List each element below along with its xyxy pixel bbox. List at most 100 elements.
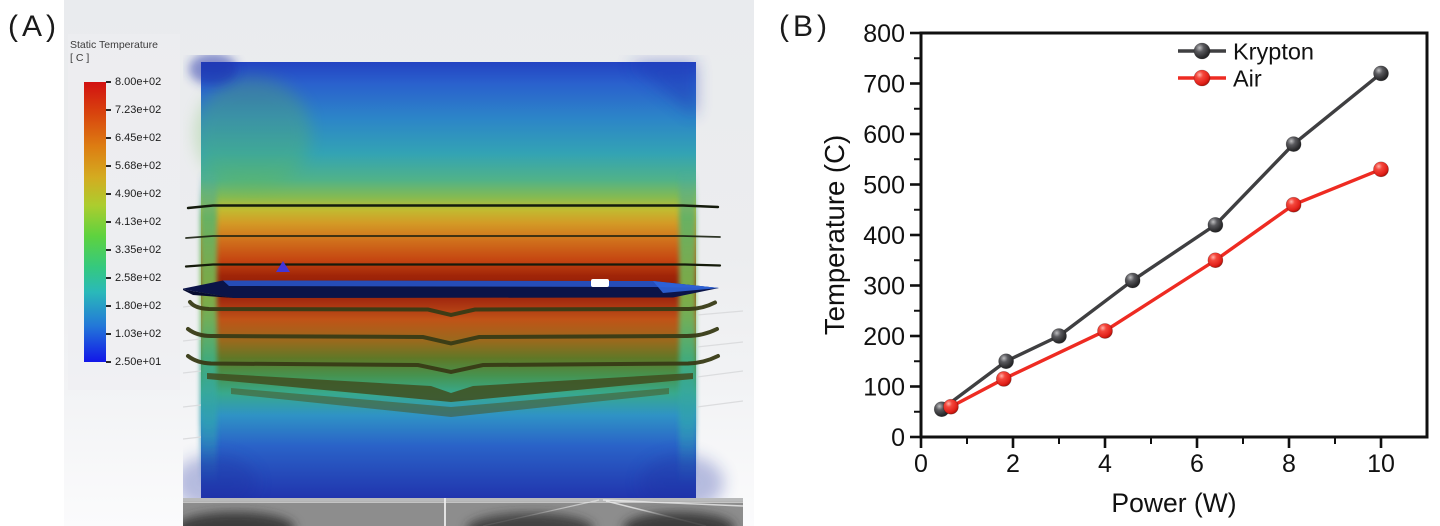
cfd-legend-units: [ C ] [70, 52, 90, 64]
legend-label: Krypton [1233, 39, 1314, 65]
fin-2 [186, 327, 719, 346]
data-series [933, 65, 1389, 418]
colorbar-tick-row: 4.90e+02 [106, 187, 161, 201]
shelf-line-2 [185, 235, 721, 239]
colorbar-tick-mark [106, 137, 111, 139]
temperature-chart: 0 2 4 6 8 10 0 100 200 300 400 500 600 700 800 Power … [819, 20, 1429, 518]
colorbar-tick-mark [106, 361, 111, 363]
fin-3 [186, 354, 720, 375]
x-tick-label: 10 [1367, 450, 1395, 478]
shelf-line-3 [184, 263, 722, 268]
y-tick-label: 400 [863, 222, 905, 250]
series-krypton [933, 65, 1389, 418]
colorbar-tick-row: 2.58e+02 [106, 271, 161, 285]
colorbar-tick-mark [106, 333, 111, 335]
legend-label: Air [1233, 66, 1262, 92]
fin-chevron-shadows [207, 373, 693, 417]
series-line-air [950, 167, 1382, 409]
colorbar-tick-label: 2.58e+02 [115, 272, 162, 284]
colorbar-tick-mark [106, 305, 111, 307]
top-left-plume [195, 77, 311, 189]
right-edge-plume [679, 170, 696, 485]
data-point-air [996, 371, 1012, 387]
data-point-air [1373, 161, 1389, 178]
cfd-viewport: Static Temperature [ C ] 8.00e+02 7.23e+0… [64, 0, 754, 526]
axes-frame [919, 31, 1429, 439]
panel-b-label: (B) [779, 10, 831, 43]
colorbar-tick-label: 4.13e+02 [115, 216, 162, 228]
series-air [943, 161, 1389, 415]
chevron-band-2 [231, 388, 669, 417]
left-edge-plume [200, 170, 217, 485]
colorbar-tick-row: 8.00e+02 [106, 75, 161, 89]
floor-white-line [183, 501, 743, 503]
floor [183, 498, 743, 526]
colorbar-tick-label: 3.35e+02 [115, 244, 162, 256]
y-tick-label: 500 [863, 172, 905, 200]
colorbar-tick-mark [106, 277, 111, 279]
x-tick-label: 8 [1282, 450, 1296, 478]
disc-white-marker [591, 279, 609, 287]
colorbar-tick-label: 7.23e+02 [115, 104, 162, 116]
colorbar-tick-row: 1.80e+02 [106, 299, 161, 313]
cfd-legend: Static Temperature [ C ] 8.00e+02 7.23e+0… [68, 34, 180, 390]
colorbar-tick-mark [106, 165, 111, 167]
bottom-left-corner-tint [183, 455, 257, 511]
colorbar-tick-label: 1.03e+02 [115, 328, 162, 340]
fin-1 [188, 300, 717, 318]
cfd-legend-title: Static Temperature [70, 39, 158, 51]
data-point-krypton [1207, 217, 1224, 233]
cfd-contour-plot [183, 55, 743, 526]
colorbar-tick-row: 4.13e+02 [106, 215, 161, 229]
data-point-krypton [1051, 328, 1067, 344]
y-tick-label: 200 [863, 323, 905, 351]
legend-entry-air: Air [1178, 66, 1262, 92]
background-grid-lines [183, 304, 743, 440]
colorbar-tick-row: 6.45e+02 [106, 131, 161, 145]
data-point-air [1207, 252, 1224, 269]
colorbar-tick-mark [106, 81, 111, 83]
data-point-krypton [1124, 272, 1141, 289]
colorbar-tick-row: 7.23e+02 [106, 103, 161, 117]
colorbar-tick-label: 5.68e+02 [115, 160, 162, 172]
legend-marker [1193, 69, 1211, 87]
data-point-air [1285, 196, 1302, 213]
y-tick-label: 600 [863, 121, 905, 149]
colorbar-tick-label: 2.50e+01 [115, 356, 162, 368]
colorbar-tick-label: 4.90e+02 [115, 188, 162, 200]
colorbar-tick-mark [106, 109, 111, 111]
colorbar-tick-label: 1.80e+02 [115, 300, 162, 312]
colorbar-tick-row: 2.50e+01 [106, 355, 161, 369]
floor-top-edge [183, 498, 743, 501]
shadow-left [183, 512, 295, 526]
legend-marker [1193, 42, 1211, 60]
y-tick-label: 700 [863, 71, 905, 99]
colorbar-tick-row: 1.03e+02 [106, 327, 161, 341]
shadow-center [467, 513, 593, 526]
y-tick-label: 0 [891, 424, 905, 452]
shadow-right [623, 512, 735, 526]
data-point-krypton [1285, 136, 1302, 152]
edge-plumes [183, 55, 724, 511]
colorbar-tick-label: 6.45e+02 [115, 132, 162, 144]
disc-right-tip [653, 281, 719, 293]
data-point-krypton [1373, 65, 1389, 82]
fin-stack [186, 300, 720, 375]
legend-entry-krypton: Krypton [1178, 39, 1314, 65]
cfd-colorbar [84, 82, 106, 362]
data-point-krypton [998, 353, 1014, 370]
y-tick-label: 800 [863, 20, 905, 48]
x-tick-label: 4 [1098, 450, 1112, 478]
colorbar-tick-label: 8.00e+02 [115, 76, 162, 88]
x-axis-title: Power (W) [1111, 488, 1236, 518]
colorbar-tick-mark [106, 221, 111, 223]
colorbar-tick-row: 3.35e+02 [106, 243, 161, 257]
y-tick-label: 100 [863, 374, 905, 402]
colorbar-tick-mark [106, 193, 111, 195]
x-tick-label: 2 [1006, 450, 1020, 478]
x-tick-label: 0 [914, 450, 928, 478]
upper-shelf-lines [184, 204, 722, 268]
chevron-band-1 [207, 373, 693, 402]
